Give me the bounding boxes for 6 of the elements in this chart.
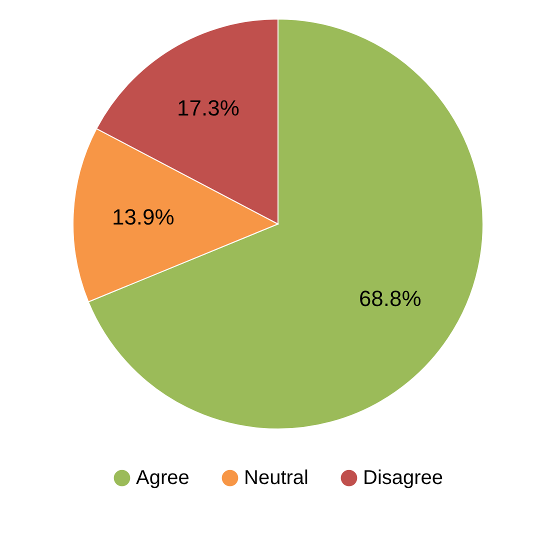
data-label: 17.3% <box>176 95 240 120</box>
legend-label: Neutral <box>244 467 308 490</box>
data-label: 13.9% <box>112 204 174 230</box>
legend-label: Disagree <box>363 467 444 490</box>
data-label: 68.8% <box>358 286 422 312</box>
legend-label: Agree <box>136 467 190 490</box>
